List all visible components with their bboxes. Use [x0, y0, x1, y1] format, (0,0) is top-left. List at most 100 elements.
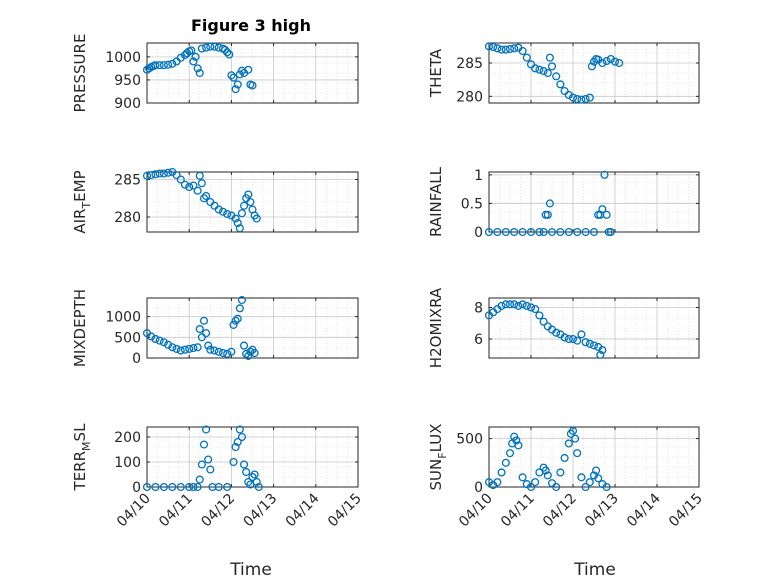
subplot-2: 280 285 THETA: [427, 42, 700, 105]
data-point: [552, 328, 561, 337]
data-point: [180, 180, 190, 189]
data-point: [602, 56, 611, 66]
y-tick-label: 6: [474, 332, 483, 348]
data-point: [497, 468, 506, 477]
data-point: [543, 68, 552, 78]
data-point: [189, 344, 198, 353]
subplot-3: 280 285 AIRTEMP: [71, 167, 359, 234]
data-point: [493, 478, 502, 487]
x-tick-label: 04/10: [456, 491, 496, 531]
x-tick-label: 04/14: [624, 490, 664, 530]
data-point: [147, 170, 156, 180]
data-point: [159, 482, 168, 492]
data-point: [147, 332, 156, 341]
data-point: [223, 482, 232, 492]
data-point: [206, 345, 215, 354]
data-point: [522, 53, 531, 62]
data-point: [197, 44, 206, 53]
data-point: [233, 314, 242, 323]
x-axis-label-left: Time: [229, 560, 272, 580]
y-tick-label: 950: [114, 73, 141, 89]
y-axis-label: AIRTEMP: [71, 170, 93, 233]
data-point: [587, 62, 596, 71]
y-tick-label: 280: [456, 89, 483, 105]
data-point: [229, 320, 238, 329]
data-point: [552, 72, 561, 81]
axes-box: [488, 297, 700, 359]
data-point: [594, 474, 603, 483]
data-point: [229, 73, 238, 82]
data-point: [151, 61, 160, 70]
data-point: [240, 460, 249, 469]
data-point: [560, 453, 569, 463]
data-point: [197, 460, 206, 469]
data-point: [185, 482, 194, 492]
data-point: [189, 57, 198, 66]
y-axis-label: PRESSURE: [71, 34, 89, 113]
data-point: [581, 338, 590, 347]
data-point: [159, 61, 168, 70]
data-point: [176, 346, 185, 355]
data-point: [568, 93, 578, 102]
data-point: [556, 468, 565, 477]
data-point: [568, 335, 578, 344]
data-point: [505, 44, 515, 54]
data-point: [531, 64, 540, 73]
data-point: [600, 170, 609, 179]
data-point: [531, 305, 540, 314]
data-point: [225, 50, 234, 59]
y-tick-label: 280: [114, 210, 141, 226]
data-point: [214, 347, 223, 356]
y-tick-label: 8: [474, 300, 483, 316]
data-point: [227, 347, 236, 356]
data-point: [501, 45, 510, 54]
data-point: [505, 449, 515, 458]
data-point: [581, 482, 590, 492]
data-point: [202, 329, 211, 338]
data-point: [172, 344, 181, 353]
data-point: [221, 45, 230, 54]
subplot-4: 0 0.5 1 RAINFALL: [427, 166, 700, 241]
data-point: [248, 81, 257, 90]
data-point: [151, 170, 160, 179]
data-point: [564, 439, 573, 448]
y-tick-label: 1000: [105, 50, 141, 66]
data-point: [489, 42, 498, 52]
data-point: [164, 168, 173, 177]
data-point: [193, 186, 202, 195]
data-point: [585, 478, 594, 487]
data-point: [233, 80, 242, 89]
axes-box: [146, 171, 359, 233]
y-tick-label: 100: [114, 455, 141, 471]
data-point: [510, 300, 519, 309]
data-point: [526, 303, 536, 312]
data-point: [573, 449, 582, 458]
data-point: [547, 479, 557, 488]
data-point: [193, 343, 202, 352]
data-point: [512, 436, 521, 445]
x-tick-label: 04/11: [498, 491, 538, 531]
data-point: [231, 214, 240, 223]
data-point: [202, 425, 211, 434]
data-point: [252, 477, 261, 487]
data-point: [522, 301, 531, 310]
data-point: [187, 46, 196, 55]
data-point: [510, 44, 519, 53]
data-point: [155, 169, 164, 178]
data-point: [539, 227, 548, 237]
data-point: [199, 440, 209, 449]
data-point: [242, 349, 251, 358]
data-point: [237, 209, 247, 218]
data-point: [254, 482, 263, 492]
x-tick-label: 04/13: [582, 491, 622, 531]
data-point: [195, 475, 204, 484]
x-tick-label: 04/10: [114, 491, 154, 531]
data-point: [231, 442, 240, 452]
data-point: [164, 60, 173, 69]
data-point: [218, 348, 228, 358]
y-axis-label: THETA: [427, 48, 445, 98]
data-point: [484, 227, 494, 237]
data-point: [206, 465, 215, 474]
data-point: [195, 171, 204, 180]
data-point: [602, 482, 611, 492]
